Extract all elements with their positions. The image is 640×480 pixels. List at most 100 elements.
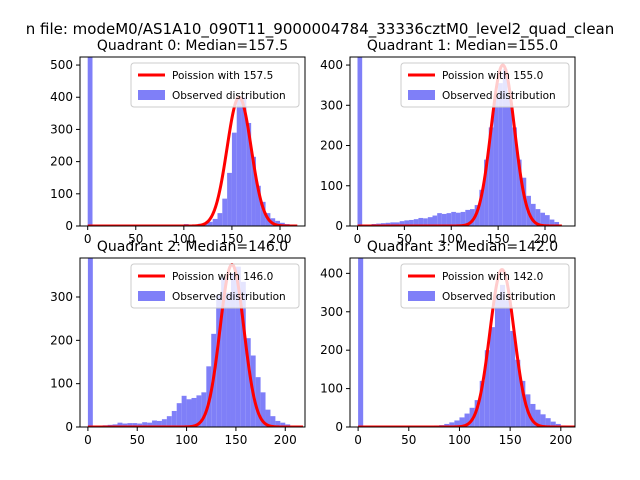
legend-observed-swatch xyxy=(408,90,435,100)
hist-bar xyxy=(222,198,228,226)
legend-observed-label: Observed distribution xyxy=(442,90,556,102)
y-tick-label: 500 xyxy=(50,58,73,72)
hist-bar xyxy=(464,413,470,427)
hist-bar xyxy=(449,422,455,427)
x-tick-label: 0 xyxy=(354,433,362,447)
hist-bar xyxy=(465,209,470,226)
axes-frame xyxy=(349,56,576,227)
hist-bar xyxy=(432,215,438,226)
legend-poisson-label: Poission with 142.0 xyxy=(442,271,543,283)
legend-observed-label: Observed distribution xyxy=(172,90,286,102)
figure-suptitle: n file: modeM0/AS1A10_090T11_9000004784_… xyxy=(26,20,615,39)
hist-bar xyxy=(260,392,266,427)
hist-bar xyxy=(413,219,419,226)
hist-bar xyxy=(227,172,232,226)
legend-box xyxy=(400,62,570,108)
hist-bar xyxy=(246,122,252,226)
hist-bar xyxy=(535,409,541,427)
hist-bar xyxy=(555,423,561,427)
hist-bar xyxy=(255,377,261,427)
y-tick-label: 300 xyxy=(320,98,343,112)
y-tick-label: 200 xyxy=(50,333,73,347)
hist-bar xyxy=(236,97,242,226)
hist-bar xyxy=(137,423,143,427)
legend-observed-swatch xyxy=(408,291,435,301)
hist-bar xyxy=(275,420,281,427)
hist-bar xyxy=(494,294,500,427)
hist-bar xyxy=(549,219,555,226)
hist-bar xyxy=(221,277,227,427)
panel-0: 0 50 100 150 200 0 100 200 300 400 500 Quadrant 0: … xyxy=(50,38,306,246)
x-tick-label: 100 xyxy=(175,433,198,447)
plot-area xyxy=(86,258,305,427)
x-tick-label: 100 xyxy=(440,232,463,246)
x-tick-label: 150 xyxy=(220,232,243,246)
x-tick-label: 200 xyxy=(269,232,292,246)
hist-bar xyxy=(500,284,506,427)
hist-bar xyxy=(207,221,213,226)
hist-bar xyxy=(446,213,452,226)
legend-box xyxy=(130,62,300,108)
hist-bar xyxy=(554,221,560,226)
panel-title: Quadrant 2: Median=146.0 xyxy=(97,239,288,255)
hist-bar xyxy=(241,97,247,226)
hist-bar xyxy=(255,185,261,226)
hist-bar xyxy=(87,57,93,226)
x-tick-label: 100 xyxy=(448,433,471,447)
hist-bar xyxy=(444,423,450,427)
hist-bar xyxy=(484,350,490,427)
x-tick-label: 150 xyxy=(499,433,522,447)
hist-bar xyxy=(530,203,536,226)
hist-bar xyxy=(265,409,271,427)
hist-bar xyxy=(395,222,400,226)
hist-bar xyxy=(502,69,508,226)
hist-bar xyxy=(427,217,433,226)
y-tick-label: 100 xyxy=(50,187,73,201)
legend-box xyxy=(130,263,300,309)
hist-bar xyxy=(235,266,241,427)
legend-poisson-label: Poission with 155.0 xyxy=(442,70,543,82)
y-tick-label: 100 xyxy=(320,179,343,193)
hist-bar xyxy=(454,420,460,427)
hist-bar xyxy=(520,380,526,427)
hist-bar xyxy=(260,201,266,226)
hist-bar xyxy=(231,132,237,226)
x-tick-label: 50 xyxy=(130,433,145,447)
y-tick-label: 200 xyxy=(50,155,73,169)
hist-bar xyxy=(437,213,442,226)
hist-bar xyxy=(217,213,223,226)
hist-bar xyxy=(550,421,556,427)
hist-bar xyxy=(176,403,182,427)
x-tick-label: 0 xyxy=(84,433,92,447)
hist-bar xyxy=(358,258,364,427)
hist-bar xyxy=(186,399,192,427)
hist-bar xyxy=(404,220,410,226)
hist-bar xyxy=(540,414,546,427)
poisson-line xyxy=(86,95,299,226)
hist-bar xyxy=(498,83,503,226)
hist-bar xyxy=(460,211,466,226)
hist-bar xyxy=(545,215,550,226)
axes-frame xyxy=(349,257,576,428)
hist-bar xyxy=(505,300,511,427)
y-tick-label: 300 xyxy=(320,305,343,319)
y-tick-label: 200 xyxy=(320,343,343,357)
x-tick-label: 200 xyxy=(534,232,557,246)
hist-bar xyxy=(409,219,414,226)
legend: Poission with 146.0 Observed distribution xyxy=(130,263,300,309)
hist-bar xyxy=(488,127,494,226)
legend-observed-label: Observed distribution xyxy=(442,291,556,303)
hist-bar xyxy=(201,392,207,427)
hist-bar xyxy=(423,218,428,226)
hist-bar xyxy=(87,258,93,427)
hist-bar xyxy=(399,221,405,226)
hist-bar xyxy=(166,416,172,427)
axes-frame xyxy=(79,257,306,428)
y-tick-label: 400 xyxy=(320,58,343,72)
hist-bar xyxy=(147,422,153,427)
hist-bar xyxy=(521,177,527,226)
hist-bar xyxy=(245,338,251,427)
hist-bar xyxy=(251,156,256,226)
hist-bar xyxy=(152,420,157,427)
